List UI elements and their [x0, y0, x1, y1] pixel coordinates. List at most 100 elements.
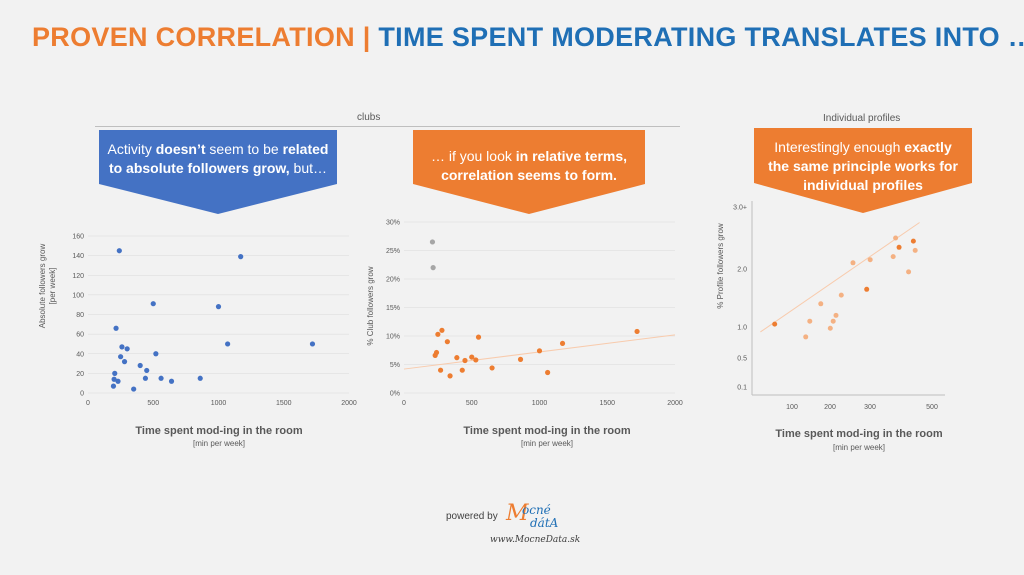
data-point	[890, 254, 896, 260]
data-point	[158, 375, 164, 381]
x-tick-label: 200	[824, 404, 836, 411]
y-tick-label: 80	[76, 312, 84, 319]
y-tick-label: 3.0+	[733, 205, 747, 212]
data-point	[225, 341, 231, 347]
data-point	[896, 244, 902, 250]
x-tick-label: 1500	[599, 400, 615, 407]
data-point	[433, 349, 440, 356]
y-tick-label: 20%	[386, 277, 400, 284]
data-point	[803, 334, 809, 340]
data-point	[137, 362, 143, 369]
x-tick-label: 500	[926, 404, 938, 411]
data-point	[517, 356, 524, 362]
x-tick-label: 1000	[211, 400, 227, 407]
data-point	[439, 327, 445, 333]
callout-shape	[754, 128, 972, 213]
data-point	[838, 292, 844, 298]
title-part-blue: TIME SPENT MODERATING TRANSLATES INTO …	[378, 22, 1024, 52]
callout-text: … if you look in relative terms, correla…	[430, 148, 628, 183]
y-tick-label: 140	[72, 253, 84, 260]
y-tick-label: 0	[80, 391, 84, 398]
x-axis-sub: [min per week]	[193, 439, 245, 448]
data-point	[850, 260, 856, 266]
data-point	[144, 367, 150, 374]
data-point	[121, 359, 128, 365]
x-axis-title: Time spent mod-ing in the room	[135, 425, 302, 437]
data-point	[150, 301, 156, 307]
data-point	[116, 248, 122, 254]
x-tick-label: 500	[147, 400, 159, 407]
x-tick-label: 1000	[532, 400, 548, 407]
callout-activity: Activity doesn’t seem to be related to a…	[99, 130, 337, 214]
callout-relative: … if you look in relative terms, correla…	[413, 130, 645, 214]
data-point	[118, 354, 124, 360]
data-point	[115, 378, 121, 384]
data-point	[827, 325, 833, 331]
data-point	[454, 355, 460, 361]
data-point	[124, 346, 130, 352]
data-point	[309, 341, 316, 347]
data-point	[545, 369, 551, 376]
data-point	[435, 331, 441, 337]
callout-individual: Interestingly enough exactly the same pr…	[754, 128, 972, 213]
section-divider	[95, 126, 680, 127]
data-point	[864, 286, 870, 292]
x-axis-sub: [min per week]	[521, 439, 573, 448]
y-tick-label: 10%	[386, 334, 400, 341]
data-point	[113, 325, 119, 331]
website-url: www.MocneData.sk	[490, 535, 581, 545]
y-axis-label: % Club followers grow	[366, 266, 375, 345]
trendline	[760, 222, 920, 333]
y-axis-label-sub: [per week]	[48, 268, 57, 305]
data-point	[444, 339, 450, 345]
y-tick-label: 0%	[390, 391, 400, 398]
data-point	[893, 235, 899, 241]
x-axis-title: Time spent mod-ing in the room	[775, 428, 942, 440]
data-point	[119, 344, 125, 350]
x-tick-label: 100	[786, 404, 798, 411]
data-point	[833, 312, 839, 318]
data-point	[469, 354, 475, 360]
data-point	[830, 318, 836, 324]
data-point	[818, 301, 824, 307]
data-point	[197, 375, 203, 381]
data-point	[473, 357, 479, 363]
data-point	[153, 351, 159, 357]
y-tick-label: 0.5	[737, 356, 747, 363]
x-tick-label: 2000	[341, 400, 357, 407]
data-point	[131, 386, 137, 392]
data-point	[238, 254, 244, 260]
callout-shape	[99, 130, 337, 214]
title-part-orange: PROVEN CORRELATION |	[32, 22, 379, 52]
x-axis-title: Time spent mod-ing in the room	[463, 425, 630, 437]
powered-by-text: powered by	[446, 511, 498, 522]
y-tick-label: 120	[72, 273, 84, 280]
y-tick-label: 40	[76, 351, 84, 358]
y-tick-label: 100	[72, 292, 84, 299]
y-tick-label: 0.1	[737, 385, 747, 392]
y-tick-label: 25%	[386, 248, 400, 255]
x-axis-sub: [min per week]	[833, 443, 885, 452]
data-point	[110, 383, 117, 389]
x-tick-label: 0	[86, 400, 90, 407]
data-point	[462, 357, 468, 364]
data-point	[807, 318, 813, 324]
y-tick-label: 2.0	[737, 267, 747, 274]
data-point	[112, 370, 118, 376]
data-point	[536, 348, 543, 354]
y-tick-label: 160	[72, 234, 84, 241]
data-point	[906, 269, 912, 275]
y-axis-label: Absolute followers grow	[38, 244, 47, 329]
x-tick-label: 2000	[667, 400, 683, 407]
data-point	[111, 376, 117, 382]
y-tick-label: 60	[76, 332, 84, 339]
data-point	[459, 367, 465, 373]
data-point	[437, 367, 444, 373]
x-tick-label: 0	[402, 400, 406, 407]
y-tick-label: 1.0	[737, 325, 747, 332]
x-tick-label: 1500	[276, 400, 292, 407]
data-point	[559, 340, 566, 347]
data-point	[430, 265, 436, 271]
data-point	[912, 247, 918, 253]
